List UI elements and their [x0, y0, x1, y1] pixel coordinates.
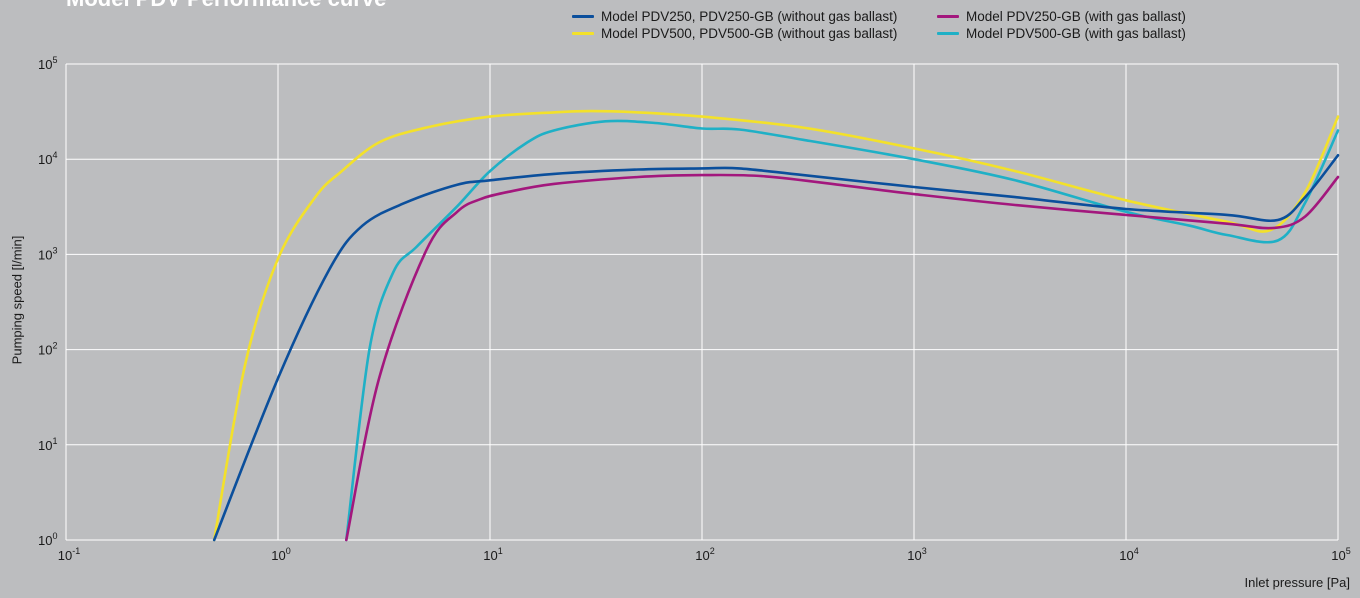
x-ticks: 10-1 100 101 102 103 104 105 — [58, 546, 1351, 563]
legend-item: Model PDV500, PDV500-GB (without gas bal… — [572, 25, 937, 41]
x-axis-label: Inlet pressure [Pa] — [1244, 575, 1351, 590]
series-line — [345, 173, 1340, 542]
legend-swatch — [572, 14, 594, 18]
x-tick-label: 102 — [695, 546, 714, 563]
legend-label: Model PDV250-GB (with gas ballast) — [966, 8, 1186, 24]
chart-title: Model PDV Performance curve — [66, 0, 386, 12]
legend: Model PDV250, PDV250-GB (without gas bal… — [572, 8, 1197, 41]
legend-label: Model PDV500-GB (with gas ballast) — [966, 25, 1186, 41]
y-ticks: 100 101 102 103 104 105 — [38, 55, 57, 548]
y-tick-label: 105 — [38, 55, 57, 72]
grid — [65, 63, 1339, 541]
legend-swatch — [572, 31, 594, 35]
x-tick-label: 104 — [1119, 546, 1138, 563]
x-tick-label: 101 — [483, 546, 502, 563]
legend-item: Model PDV250, PDV250-GB (without gas bal… — [572, 8, 937, 24]
x-tick-label: 100 — [271, 546, 290, 563]
y-tick-label: 100 — [38, 531, 57, 548]
series-line — [345, 119, 1340, 542]
legend-swatch — [937, 14, 959, 18]
legend-swatch — [937, 31, 959, 35]
y-tick-label: 102 — [38, 341, 57, 358]
y-tick-label: 104 — [38, 150, 57, 167]
x-tick-label: 105 — [1331, 546, 1350, 563]
legend-item: Model PDV500-GB (with gas ballast) — [937, 25, 1197, 41]
legend-item: Model PDV250-GB (with gas ballast) — [937, 8, 1197, 24]
series-line — [212, 154, 1340, 542]
series-lines — [212, 109, 1340, 542]
legend-label: Model PDV500, PDV500-GB (without gas bal… — [601, 25, 898, 41]
x-tick-label: 103 — [907, 546, 926, 563]
y-tick-label: 103 — [38, 245, 57, 262]
legend-label: Model PDV250, PDV250-GB (without gas bal… — [601, 8, 898, 24]
y-tick-label: 101 — [38, 436, 57, 453]
x-tick-label: 10-1 — [58, 546, 80, 563]
series-line — [212, 109, 1340, 542]
